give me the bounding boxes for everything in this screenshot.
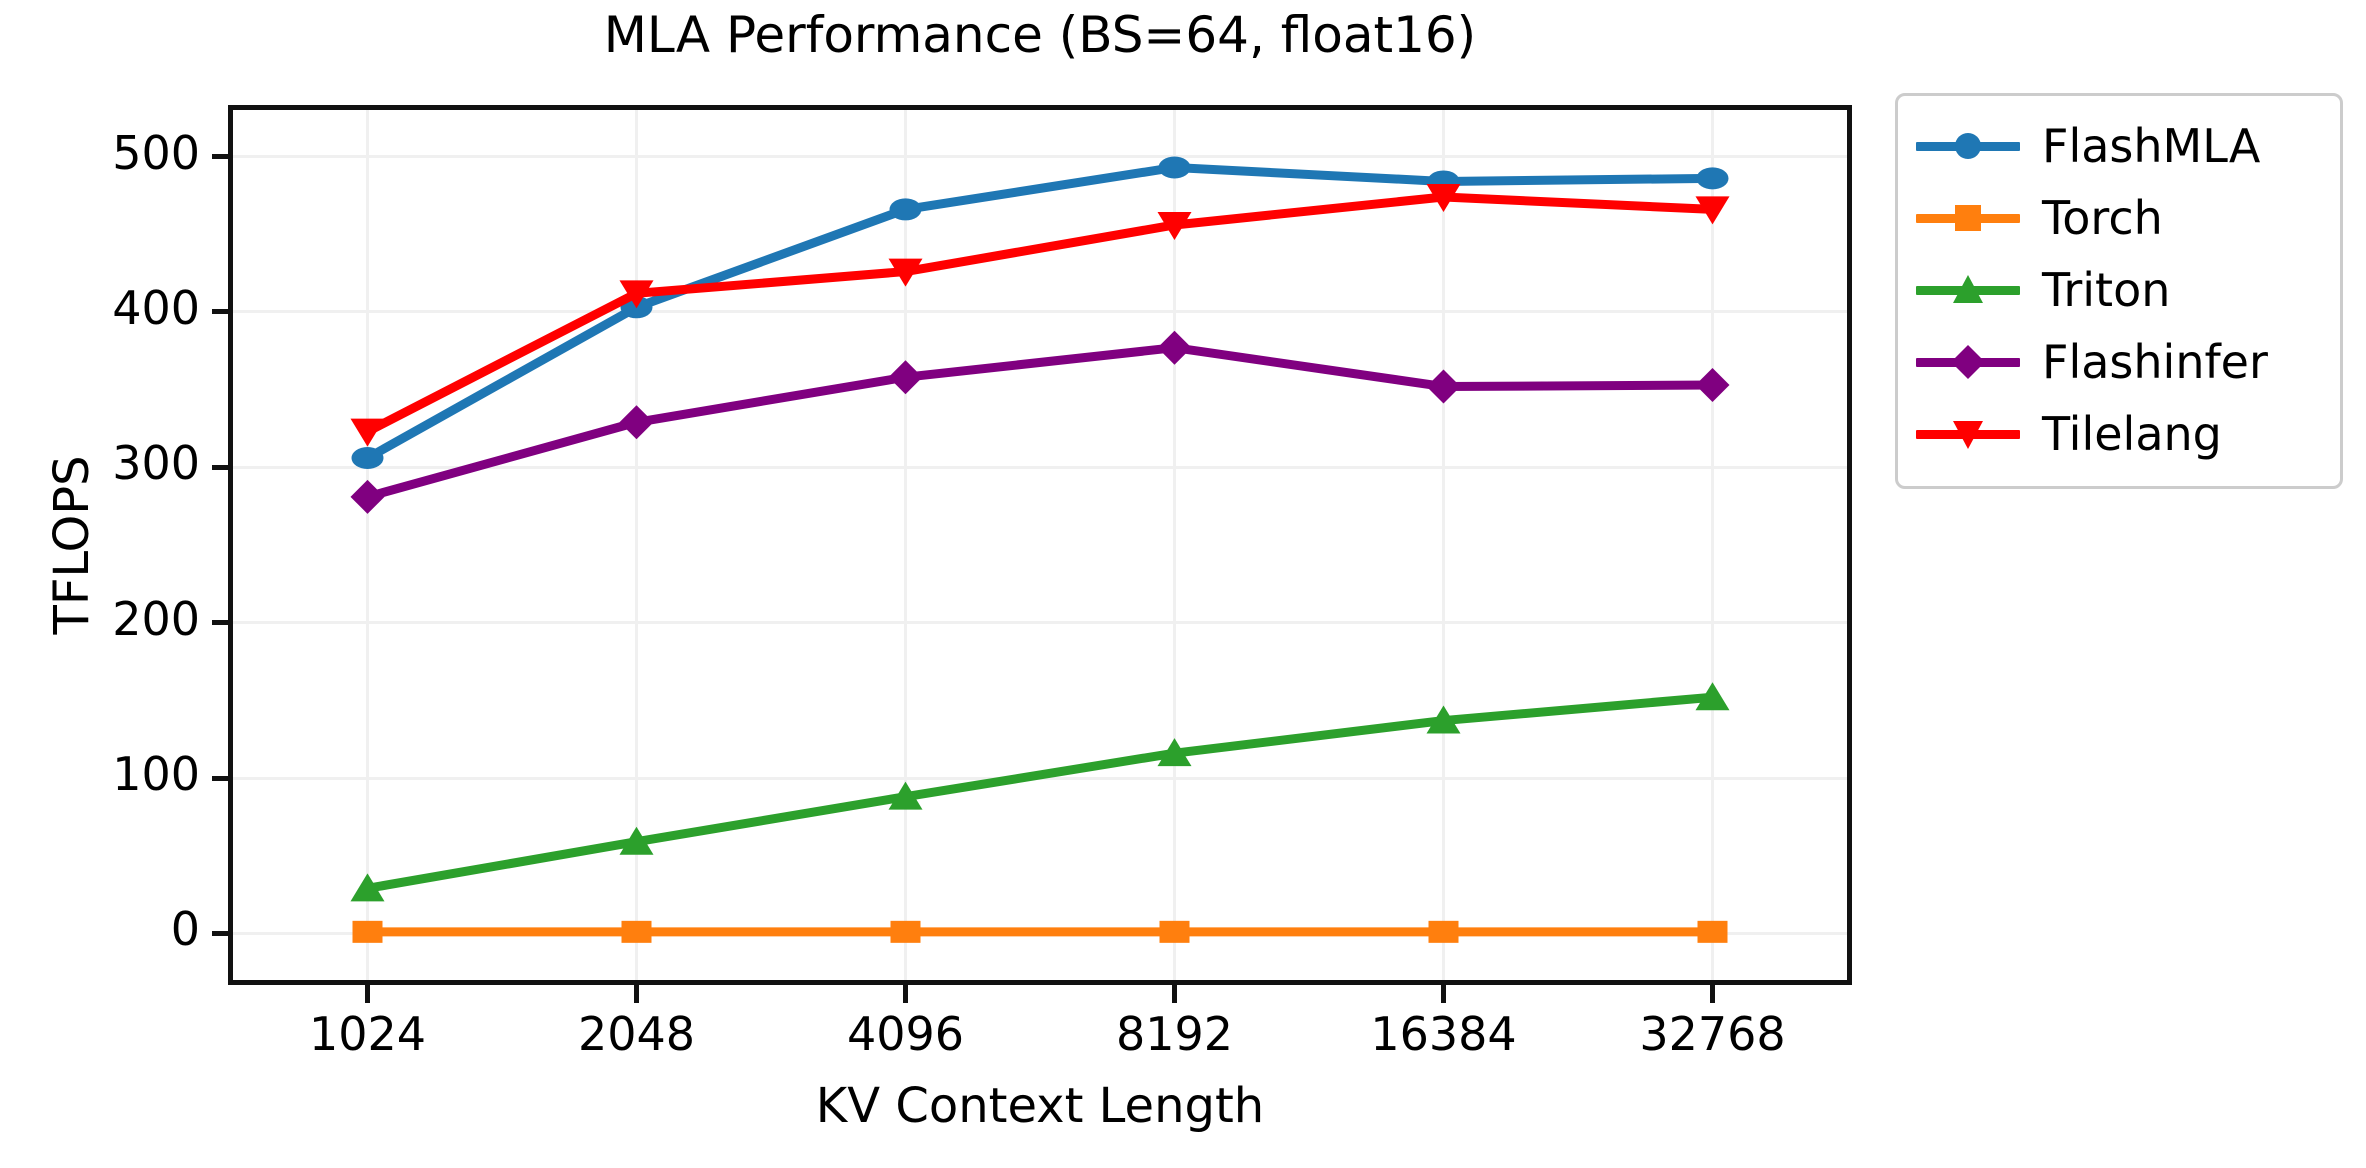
legend-label: Flashinfer <box>2042 335 2268 389</box>
legend-label: Tilelang <box>2042 407 2222 461</box>
data-point-marker-triangle-down <box>1426 184 1461 212</box>
x-axis-tick-label: 32768 <box>1639 1007 1786 1061</box>
data-point-marker-triangle-down <box>1157 211 1192 240</box>
series-layer <box>350 156 1730 943</box>
data-point-marker-square <box>1697 920 1728 943</box>
x-axis-label: KV Context Length <box>815 1078 1265 1134</box>
legend-item-torch[interactable]: Torch <box>1916 182 2322 254</box>
legend-item-tilelang[interactable]: Tilelang <box>1916 398 2322 470</box>
data-point-marker-diamond <box>350 479 385 514</box>
legend-marker-diamond-icon <box>1951 345 1985 379</box>
data-point-marker-diamond <box>1426 369 1461 404</box>
y-axis-tick-label: 0 <box>170 902 200 957</box>
gridline-vertical <box>1173 110 1176 980</box>
legend-item-flashmla[interactable]: FlashMLA <box>1916 110 2322 182</box>
data-point-marker-triangle-up <box>1157 738 1192 767</box>
series-line <box>363 692 1717 893</box>
y-axis-tick-label: 100 <box>112 747 200 802</box>
x-axis-tick-mark <box>1441 985 1446 1003</box>
chart-legend: FlashMLA Torch Triton Flashinfer Tilelang <box>1895 93 2343 489</box>
plot-area <box>228 105 1852 985</box>
gridline-vertical <box>635 110 638 980</box>
data-point-marker-circle <box>351 447 384 469</box>
y-axis-tick-label: 500 <box>112 125 200 180</box>
data-point-marker-square <box>352 920 383 943</box>
series-line <box>363 343 1717 502</box>
gridline-horizontal <box>233 621 1847 625</box>
y-axis-tick-mark <box>212 309 228 315</box>
legend-label: FlashMLA <box>2042 119 2261 173</box>
data-point-marker-square <box>1428 920 1459 943</box>
series-triton <box>350 682 1730 902</box>
legend-marker-square-icon <box>1955 205 1981 231</box>
x-axis-tick-label: 8192 <box>1115 1007 1234 1061</box>
data-point-marker-triangle-up <box>1695 682 1730 711</box>
legend-marker-circle-icon <box>1955 133 1981 159</box>
gridline-horizontal <box>233 155 1847 159</box>
y-axis-tick-label: 400 <box>112 280 200 335</box>
legend-swatch-triton <box>1916 270 2020 310</box>
series-line <box>363 192 1717 437</box>
legend-item-flashinfer[interactable]: Flashinfer <box>1916 326 2322 398</box>
data-point-marker-diamond <box>1157 330 1192 365</box>
data-point-marker-triangle-down <box>619 280 654 309</box>
y-axis-label: TFLOPS <box>44 455 100 635</box>
y-axis-tick-mark <box>212 154 228 160</box>
legend-swatch-tilelang <box>1916 414 2020 454</box>
data-point-marker-triangle-up <box>888 781 923 810</box>
x-axis-tick-mark <box>903 985 908 1003</box>
data-point-marker-square <box>621 920 652 943</box>
data-point-marker-circle <box>1158 156 1191 179</box>
x-axis-tick-mark <box>1710 985 1715 1003</box>
gridline-horizontal <box>233 465 1847 469</box>
data-point-marker-diamond <box>619 405 654 440</box>
gridline-vertical <box>366 110 369 980</box>
y-axis-tick-mark <box>212 620 228 626</box>
legend-swatch-flashmla <box>1916 126 2020 166</box>
legend-item-triton[interactable]: Triton <box>1916 254 2322 326</box>
data-point-marker-diamond <box>1695 367 1730 402</box>
legend-marker-triangle-up-icon <box>1953 275 1983 303</box>
data-point-marker-square <box>1159 920 1190 943</box>
legend-swatch-flashinfer <box>1916 342 2020 382</box>
y-axis-tick-label: 200 <box>112 591 200 646</box>
y-axis-tick-mark <box>212 930 228 936</box>
x-axis-tick-mark <box>1172 985 1177 1003</box>
data-point-marker-triangle-up <box>1426 705 1461 734</box>
x-axis-tick-label: 1024 <box>308 1007 427 1061</box>
series-tilelang <box>350 184 1730 447</box>
data-point-marker-triangle-down <box>888 258 923 287</box>
data-point-marker-circle <box>1696 167 1729 190</box>
gridline-horizontal <box>233 310 1847 314</box>
legend-label: Torch <box>2042 191 2163 245</box>
legend-swatch-torch <box>1916 198 2020 238</box>
data-point-marker-square <box>890 920 921 943</box>
data-point-marker-diamond <box>888 360 923 395</box>
legend-marker-triangle-down-icon <box>1953 421 1983 449</box>
x-axis-tick-label: 16384 <box>1370 1007 1517 1061</box>
series-line <box>363 162 1717 463</box>
y-axis-tick-mark <box>212 464 228 470</box>
data-point-marker-triangle-up <box>619 826 654 855</box>
series-flashinfer <box>350 330 1730 514</box>
data-point-marker-circle <box>889 198 922 221</box>
data-point-marker-triangle-down <box>1695 196 1730 225</box>
x-axis-tick-mark <box>634 985 639 1003</box>
x-axis-tick-label: 4096 <box>846 1007 965 1061</box>
x-axis-tick-label: 2048 <box>577 1007 696 1061</box>
y-axis-tick-mark <box>212 775 228 781</box>
data-point-marker-triangle-up <box>350 873 385 902</box>
gridline-vertical <box>1711 110 1714 980</box>
y-axis-tick-label: 300 <box>112 436 200 491</box>
gridline-vertical <box>904 110 907 980</box>
x-axis-tick-mark <box>365 985 370 1003</box>
data-point-marker-triangle-down <box>350 418 385 447</box>
chart-title: MLA Performance (BS=64, float16) <box>603 6 1477 64</box>
legend-label: Triton <box>2042 263 2171 317</box>
series-torch <box>352 920 1728 943</box>
gridline-vertical <box>1442 110 1445 980</box>
series-flashmla <box>351 156 1729 469</box>
